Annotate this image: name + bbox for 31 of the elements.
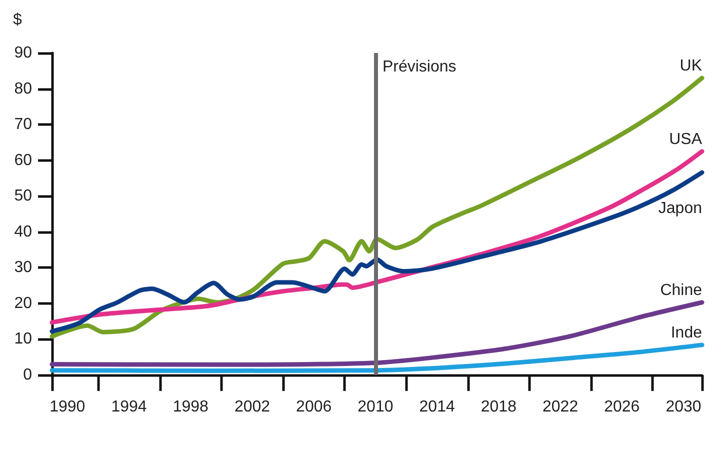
y-tick-label: 10: [14, 330, 32, 348]
y-tick-label: 40: [14, 223, 32, 240]
x-tick-label: 2006: [296, 398, 332, 416]
y-tick-label: 60: [14, 152, 32, 169]
series-label: Inde: [670, 324, 702, 342]
y-tick-label: 80: [14, 80, 32, 98]
line-series: [50, 76, 704, 339]
series-label: USA: [669, 130, 702, 148]
series-label: UK: [680, 58, 702, 75]
x-tick-label: 2010: [358, 398, 394, 416]
x-tick-label: 2002: [234, 398, 270, 416]
y-tick-label: 90: [14, 44, 32, 62]
x-tick-label: 2026: [604, 398, 640, 416]
series-label: Japon: [658, 200, 702, 217]
x-tick-label: 2018: [480, 398, 517, 416]
x-tick-label: 2014: [419, 398, 455, 416]
line-series: [50, 342, 704, 373]
x-tick-label: 2022: [542, 398, 578, 416]
y-tick-label: 0: [23, 366, 32, 384]
series-label: Chine: [660, 282, 702, 299]
y-tick-label: 30: [14, 259, 32, 276]
y-tick-label: 50: [14, 188, 32, 205]
x-tick-label: 1994: [111, 398, 147, 416]
y-tick-label: 20: [14, 294, 32, 312]
y-tick-label: 70: [14, 116, 32, 134]
ref-line-label: Prévisions: [382, 58, 456, 76]
x-tick-label: 1990: [50, 398, 86, 416]
line-series: [50, 300, 704, 367]
x-tick-label: 1998: [172, 398, 209, 416]
y-axis-title: $: [13, 12, 22, 28]
x-tick-label: 2030: [666, 398, 702, 416]
